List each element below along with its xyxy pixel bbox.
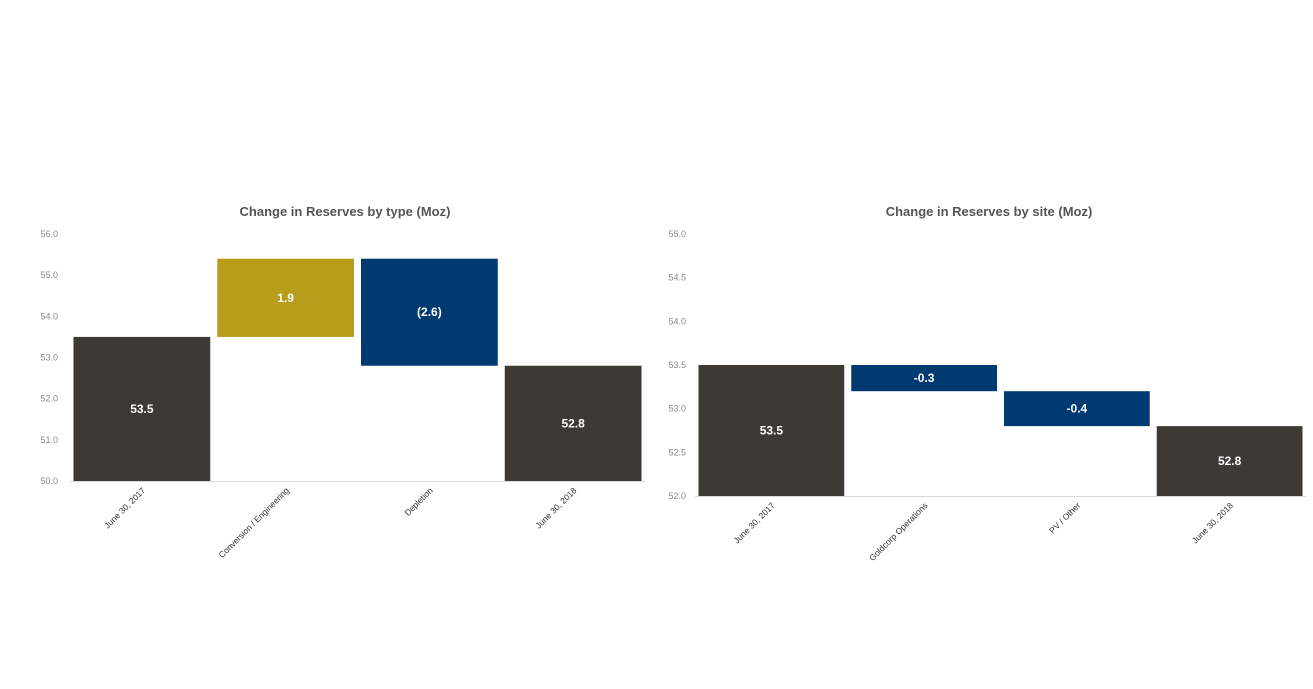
x-tick-label: June 30, 2017 <box>102 485 147 530</box>
x-tick-label: June 30, 2018 <box>1190 500 1235 545</box>
y-tick-label: 50.0 <box>40 476 58 486</box>
x-tick-label: Goldcorp Operations <box>867 500 930 563</box>
data-label: 53.5 <box>130 402 154 416</box>
chart-reserves-by-site: Change in Reserves by site (Moz) 52.0 52.… <box>668 204 1306 563</box>
y-tick-label: 53.0 <box>668 404 686 414</box>
bar-increase <box>217 258 354 337</box>
data-label: 53.5 <box>760 424 784 438</box>
y-tick-label: 52.0 <box>40 394 58 404</box>
y-tick-label: 52.5 <box>668 447 686 457</box>
data-label: -0.4 <box>1067 402 1088 416</box>
x-tick-label: PV / Other <box>1047 500 1082 535</box>
y-tick-label: 52.0 <box>668 491 686 501</box>
chart-title: Change in Reserves by site (Moz) <box>886 204 1093 219</box>
bar-decrease <box>1004 391 1150 427</box>
bar-decrease <box>361 258 498 366</box>
y-tick-label: 51.0 <box>40 435 58 445</box>
data-label: 52.8 <box>1218 454 1242 468</box>
bar-total <box>698 365 845 496</box>
y-tick-label: 56.0 <box>40 229 58 239</box>
bar-total <box>73 336 211 481</box>
y-tick-label: 55.0 <box>40 270 58 280</box>
data-label: 52.8 <box>561 416 585 430</box>
data-label: 1.9 <box>277 291 294 305</box>
x-tick-label: Depletion <box>402 485 435 518</box>
bar-total <box>504 365 642 481</box>
y-tick-label: 53.0 <box>40 353 58 363</box>
chart-title: Change in Reserves by type (Moz) <box>240 204 451 219</box>
data-label: (2.6) <box>417 305 442 319</box>
chart-reserves-by-type: Change in Reserves by type (Moz) 50.0 51.… <box>40 204 645 560</box>
x-tick-label: Conversion / Engineering <box>216 485 291 560</box>
y-tick-label: 53.5 <box>668 360 686 370</box>
y-tick-label: 54.5 <box>668 273 686 283</box>
y-tick-label: 54.0 <box>668 316 686 326</box>
bar-total <box>1156 426 1303 496</box>
x-tick-label: June 30, 2018 <box>533 485 578 530</box>
y-tick-label: 54.0 <box>40 311 58 321</box>
y-tick-label: 55.0 <box>668 229 686 239</box>
bar-decrease <box>851 365 997 392</box>
data-label: -0.3 <box>914 371 935 385</box>
x-tick-label: June 30, 2017 <box>732 500 777 545</box>
